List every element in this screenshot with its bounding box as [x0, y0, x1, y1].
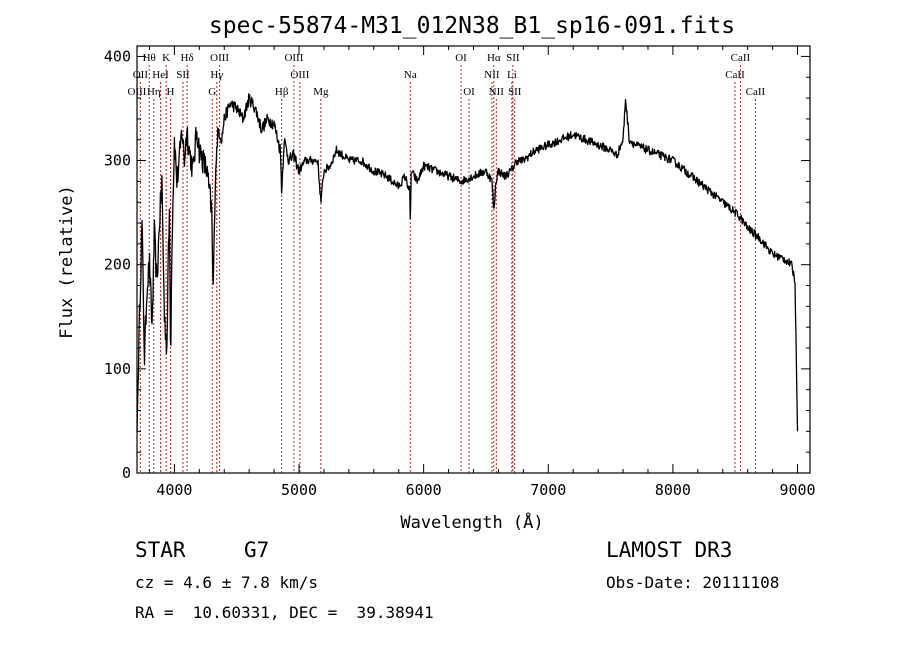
spectral-line-label: SII — [506, 52, 520, 64]
spectral-line-label: NII — [489, 86, 505, 98]
spectral-line-label: Hβ — [275, 86, 289, 98]
spectral-line-label: K — [162, 52, 170, 64]
spectral-line-label: OII — [133, 69, 149, 81]
spectral-line-label: OI — [455, 52, 467, 64]
spectral-line-label: NII — [484, 69, 500, 81]
coordinates-readout: RA = 10.60331, DEC = 39.38941 — [135, 603, 434, 622]
x-tick-label: 8000 — [655, 481, 691, 499]
observation-date: Obs-Date: 20111108 — [606, 573, 780, 592]
y-axis: 0 100 200 300 400 — [104, 47, 810, 482]
x-tick-label: 6000 — [406, 481, 442, 499]
y-tick-label: 200 — [104, 256, 131, 274]
spectral-line-label: Hα — [487, 52, 501, 64]
y-tick-label: 400 — [104, 47, 131, 65]
star-class: STAR — [135, 538, 186, 562]
spectral-line-label: Hδ — [181, 52, 194, 64]
x-tick-label: 5000 — [281, 481, 317, 499]
spectral-subclass: G7 — [244, 538, 270, 562]
spectral-line-label: HeI — [152, 69, 169, 81]
chart-title: spec-55874-M31_012N38_B1_sp16-091.fits — [209, 13, 735, 39]
spectral-line-label: OIII — [284, 52, 303, 64]
x-axis-label: Wavelength (Å) — [400, 511, 543, 533]
spectral-line-label: OIII — [210, 52, 229, 64]
spectral-line-label: OIII — [290, 69, 309, 81]
spectral-line-label: H — [167, 86, 175, 98]
spectral-line-label: Hγ — [210, 69, 223, 81]
spectral-line-label: G — [208, 86, 216, 98]
spectral-line-label: SII — [176, 69, 190, 81]
spectral-line-label: Hθ — [143, 52, 156, 64]
spectral-line-label: Na — [404, 69, 417, 81]
y-axis-label: Flux (relative) — [57, 185, 77, 339]
x-tick-label: 4000 — [156, 481, 192, 499]
spectral-line-label: OI — [463, 86, 475, 98]
spectral-line-label: CaII — [731, 52, 751, 64]
spectral-line-label: SII — [508, 86, 522, 98]
x-tick-label: 7000 — [530, 481, 566, 499]
spectral-line-label: CaII — [725, 69, 745, 81]
spectral-line-markers: Hθ K Hδ OIII OIII OI Hα SII CaII OII HeI SII Hγ OIII N… — [128, 52, 766, 473]
spectral-line-label: Li — [507, 69, 517, 81]
spectral-line-label: CaII — [746, 86, 766, 98]
spectral-line-label: Hη — [147, 86, 161, 98]
spectrum-line — [136, 93, 799, 432]
redshift-readout: cz = 4.6 ± 7.8 km/s — [135, 573, 319, 592]
survey-name: LAMOST DR3 — [606, 538, 733, 562]
y-tick-label: 100 — [104, 360, 131, 378]
y-tick-label: 300 — [104, 152, 131, 170]
x-axis: 4000 5000 6000 7000 8000 9000 — [148, 46, 816, 499]
x-tick-label: 9000 — [779, 481, 815, 499]
spectral-line-label: Mg — [313, 86, 329, 98]
y-tick-label: 0 — [122, 464, 131, 482]
